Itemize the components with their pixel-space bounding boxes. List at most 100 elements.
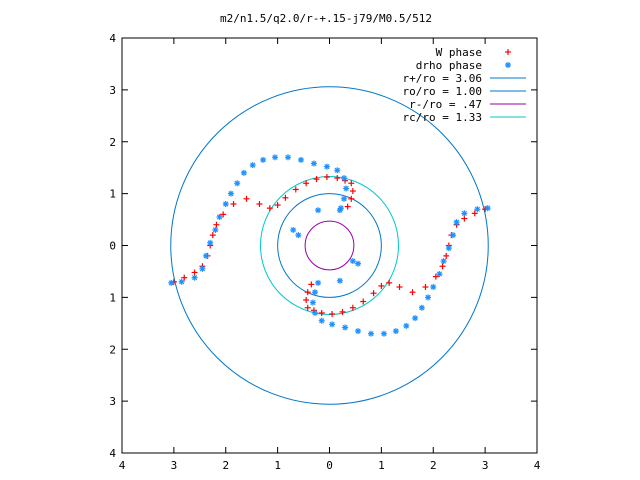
drho-phase-point xyxy=(403,322,410,329)
y-tick-label: 4 xyxy=(109,32,116,45)
drho-phase-point xyxy=(484,205,491,212)
drho-phase-point xyxy=(234,180,241,187)
y-tick-label: 1 xyxy=(109,291,116,304)
drho-phase-point xyxy=(343,185,350,192)
y-tick-label: 2 xyxy=(109,136,116,149)
y-tick-label: 4 xyxy=(109,447,116,460)
chart-title: m2/n1.5/q2.0/r-+.15-j79/M0.5/512 xyxy=(220,12,432,25)
data-markers xyxy=(168,154,491,337)
w-phase-point xyxy=(422,284,429,290)
x-tick-label: 0 xyxy=(326,459,333,472)
circle-roro xyxy=(277,193,382,298)
legend-label: W phase xyxy=(436,46,482,59)
w-phase-point xyxy=(348,195,355,202)
drho-phase-point xyxy=(285,154,291,161)
w-phase-point xyxy=(432,273,439,280)
drho-phase-point xyxy=(380,330,387,337)
w-phase-point xyxy=(349,304,356,311)
w-phase-point xyxy=(304,289,311,296)
drho-phase-point xyxy=(315,207,322,214)
w-phase-point xyxy=(348,180,355,187)
w-phase-point xyxy=(256,201,263,207)
drho-phase-point xyxy=(191,274,198,281)
drho-phase-point xyxy=(295,232,302,239)
w-phase-point xyxy=(378,282,385,289)
drho-phase-point xyxy=(412,315,419,322)
drho-phase-point xyxy=(212,226,219,233)
drho-phase-point xyxy=(311,289,318,296)
drho-phase-point xyxy=(461,210,468,217)
legend-label: rc/ro = 1.33 xyxy=(403,111,482,124)
drho-phase-point xyxy=(425,294,432,301)
circle-rcro xyxy=(260,176,399,315)
w-phase-point xyxy=(274,202,281,209)
w-phase-point xyxy=(439,263,446,270)
drho-phase-point xyxy=(240,169,247,176)
drho-phase-point xyxy=(290,226,297,233)
drho-phase-point xyxy=(392,328,399,335)
w-phase-point xyxy=(396,284,403,290)
w-phase-point xyxy=(339,308,346,315)
w-phase-point xyxy=(323,174,330,181)
legend-label: drho phase xyxy=(416,59,482,72)
drho-phase-point xyxy=(297,156,304,163)
legend-label: r-/ro = .47 xyxy=(409,98,482,111)
w-phase-point xyxy=(308,281,315,288)
legend-label: r+/ro = 3.06 xyxy=(403,72,482,85)
drho-phase-point xyxy=(249,162,256,169)
w-phase-point xyxy=(471,210,478,217)
w-phase-point xyxy=(360,298,367,305)
x-tick-label: 2 xyxy=(222,459,229,472)
w-phase-point xyxy=(349,188,356,195)
w-phase-point xyxy=(409,289,416,296)
w-phase-point xyxy=(292,186,299,193)
circle-rro xyxy=(170,86,489,405)
drho-phase-point xyxy=(168,279,175,286)
drho-phase-point xyxy=(227,190,234,197)
drho-phase-point xyxy=(418,304,425,311)
y-tick-label: 0 xyxy=(109,240,116,253)
w-phase-point xyxy=(303,180,310,187)
x-tick-label: 4 xyxy=(119,459,126,472)
drho-phase-point xyxy=(445,245,452,252)
x-tick-label: 1 xyxy=(378,459,385,472)
reference-circles xyxy=(170,86,489,405)
drho-phase-point xyxy=(355,328,362,335)
w-phase-point xyxy=(282,194,289,201)
drho-phase-point xyxy=(336,277,343,284)
drho-phase-point xyxy=(315,279,322,286)
drho-phase-point xyxy=(272,154,279,161)
w-phase-point xyxy=(461,215,468,222)
w-phase-point xyxy=(304,304,311,311)
w-phase-point xyxy=(191,269,198,276)
w-phase-point xyxy=(334,175,341,182)
drho-phase-point xyxy=(323,163,330,170)
drho-phase-point xyxy=(318,317,325,324)
drho-phase-point xyxy=(216,213,223,220)
w-phase-point xyxy=(443,252,450,259)
drho-phase-point xyxy=(310,160,317,167)
x-tick-label: 4 xyxy=(534,459,541,472)
y-tick-label: 1 xyxy=(109,188,116,201)
drho-phase-point xyxy=(342,324,349,331)
y-tick-label: 2 xyxy=(109,343,116,356)
drho-phase-point xyxy=(260,156,267,163)
legend-marker-plus xyxy=(505,49,511,55)
drho-phase-point xyxy=(207,239,214,246)
drho-phase-point xyxy=(341,175,348,182)
w-phase-point xyxy=(230,201,237,207)
w-phase-point xyxy=(386,279,393,286)
drho-phase-point xyxy=(368,330,374,337)
w-phase-point xyxy=(318,309,325,316)
w-phase-point xyxy=(329,310,336,317)
legend-marker-star xyxy=(505,62,511,68)
drho-phase-point xyxy=(355,260,362,267)
circle-rro xyxy=(304,220,355,271)
drho-phase-point xyxy=(329,321,336,328)
drho-phase-point xyxy=(440,258,447,265)
drho-phase-point xyxy=(203,252,210,259)
drho-phase-point xyxy=(309,299,316,306)
w-phase-point xyxy=(243,195,250,202)
